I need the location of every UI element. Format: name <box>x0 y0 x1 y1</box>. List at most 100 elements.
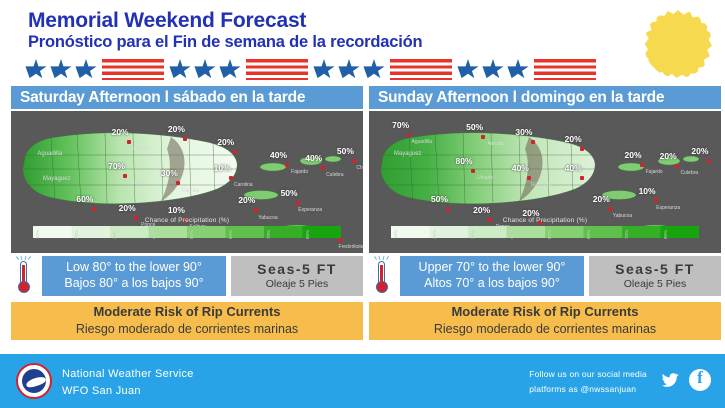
precip-percent-label: 20% <box>473 205 491 216</box>
flag-decoration-bar <box>25 59 601 80</box>
city-marker-dot <box>470 168 475 173</box>
city-name-label: Esperanza <box>298 207 323 214</box>
rip-current-warning: Moderate Risk of Rip Currents Riesgo mod… <box>11 302 363 340</box>
legend-tick: 60% <box>585 229 591 239</box>
stripes-icon <box>390 59 452 80</box>
city-marker-dot <box>481 134 486 139</box>
precip-percent-label: 40% <box>511 162 529 173</box>
map-legend: Chance of Precipitation (%) 10% 20% 30% 40%… <box>11 217 363 253</box>
legend-tick: 20% <box>431 229 437 239</box>
seas-spanish: Oleaje 5 Pies <box>623 278 687 291</box>
footer-bar: National Weather Service WFO San Juan Fo… <box>0 354 725 408</box>
city-marker-dot <box>639 162 644 167</box>
precip-percent-label: 50% <box>336 145 354 156</box>
twitter-icon[interactable] <box>660 371 680 389</box>
city-marker-dot <box>537 221 542 226</box>
precip-percent-label: 20% <box>522 208 540 219</box>
city-marker-dot <box>133 215 138 220</box>
thermometer-icon <box>11 255 37 296</box>
precip-percent-label: 10% <box>167 205 185 216</box>
city-name-label: Culebra <box>680 170 699 177</box>
city-marker-dot <box>295 201 300 206</box>
city-name-label: Aguadilla <box>411 139 433 146</box>
city-name-label: Yabucoa <box>612 213 633 220</box>
legend-title: Chance of Precipitation (%) <box>502 217 588 224</box>
city-name-label: Fajardo <box>645 169 663 176</box>
legend-tick: 80% <box>304 229 310 239</box>
star-icon <box>169 59 191 79</box>
city-name-label: Fajardo <box>291 169 309 176</box>
star-icon <box>507 59 529 79</box>
social-icon-group <box>660 368 711 391</box>
city-marker-dot <box>123 174 128 179</box>
precip-percent-label: 60% <box>76 194 94 205</box>
legend-tick-row: 10% 20% 30% 40% 50% 60% 70% 80% <box>391 230 699 253</box>
precip-percent-label: 40% <box>270 150 288 161</box>
conditions-row: Upper 70° to the lower 90° Altos 70° a l… <box>369 255 721 296</box>
legend-color-bar <box>391 226 699 238</box>
header-banner: Memorial Weekend Forecast Pronóstico par… <box>0 0 725 86</box>
rip-warning-spanish: Riesgo moderado de corrientes marinas <box>75 322 299 337</box>
precip-percent-label: 40% <box>305 152 323 163</box>
footer-org-line2: WFO San Juan <box>62 384 141 397</box>
precipitation-map[interactable]: 70% Aguadilla 50% Arecibo 30% 20% 80% Ut… <box>369 111 721 253</box>
temperature-box: Low 80° to the lower 90° Bajos 80° a los… <box>42 256 226 296</box>
precip-percent-label: 50% <box>466 121 484 132</box>
rip-current-warning: Moderate Risk of Rip Currents Riesgo mod… <box>369 302 721 340</box>
city-marker-dot <box>183 137 188 142</box>
star-icon <box>75 59 97 79</box>
city-name-label: Culebra <box>326 171 344 178</box>
city-name-label: Arecibo <box>132 146 150 153</box>
legend-tick: 50% <box>189 229 194 239</box>
precipitation-map[interactable]: 20% Arecibo 20% 20% 70% Utuado 30% Cagua… <box>11 111 363 253</box>
city-marker-dot <box>675 164 679 169</box>
star-icon <box>482 59 504 79</box>
rip-warning-english: Moderate Risk of Rip Currents <box>451 304 639 320</box>
legend-tick: 30% <box>112 229 117 239</box>
precip-percent-label: 20% <box>167 124 185 135</box>
legend-tick: 40% <box>508 229 514 239</box>
seas-box: Seas-5 FT Oleaje 5 Pies <box>589 256 721 296</box>
seas-box: Seas-5 FT Oleaje 5 Pies <box>231 256 363 296</box>
star-icon <box>219 59 241 79</box>
star-icon <box>338 59 360 79</box>
precip-percent-label: 20% <box>217 137 235 148</box>
stripes-icon <box>102 59 164 80</box>
legend-tick: 80% <box>662 229 668 239</box>
city-name-label: Utuado <box>129 180 146 187</box>
temperature-box: Upper 70° to the lower 90° Altos 70° a l… <box>400 256 584 296</box>
precip-percent-label: 70% <box>392 120 410 131</box>
thermometer-icon <box>369 255 395 296</box>
city-marker-dot <box>126 140 131 145</box>
city-name-label: Arecibo <box>487 140 505 147</box>
legend-tick: 60% <box>227 229 233 239</box>
city-name-label: Guayama <box>530 181 553 188</box>
facebook-icon[interactable] <box>689 368 711 391</box>
precip-percent-label: 20% <box>238 195 256 206</box>
precip-percent-label: 20% <box>118 202 136 213</box>
precip-percent-label: 20% <box>659 151 677 162</box>
nws-logo-icon <box>16 363 52 399</box>
city-marker-dot <box>232 150 237 155</box>
city-marker-dot <box>706 158 711 163</box>
city-name-label: Aguadilla <box>37 150 63 157</box>
star-icon <box>313 59 335 79</box>
star-icon <box>25 59 47 79</box>
precip-percent-label: 70% <box>108 161 126 172</box>
star-icon <box>50 59 72 79</box>
seas-english: Seas-5 FT <box>615 260 695 277</box>
precip-percent-label: 20% <box>624 150 642 161</box>
legend-tick: 70% <box>266 229 271 239</box>
precip-percent-label: 20% <box>564 134 582 145</box>
city-marker-dot <box>608 206 613 211</box>
city-name-label: Yabucoa <box>258 214 278 221</box>
rip-warning-spanish: Riesgo moderado de corrientes marinas <box>433 322 657 337</box>
legend-tick: 10% <box>393 229 398 239</box>
precip-percent-label: 50% <box>280 188 298 199</box>
sun-icon <box>649 15 707 73</box>
city-name-label: Utuado <box>477 174 494 181</box>
legend-title: Chance of Precipitation (%) <box>144 217 230 224</box>
precip-percent-label: 40% <box>564 162 582 173</box>
social-line2: platforms as @nwssanjuan <box>529 384 637 395</box>
puerto-rico-map-graphic <box>22 132 342 234</box>
